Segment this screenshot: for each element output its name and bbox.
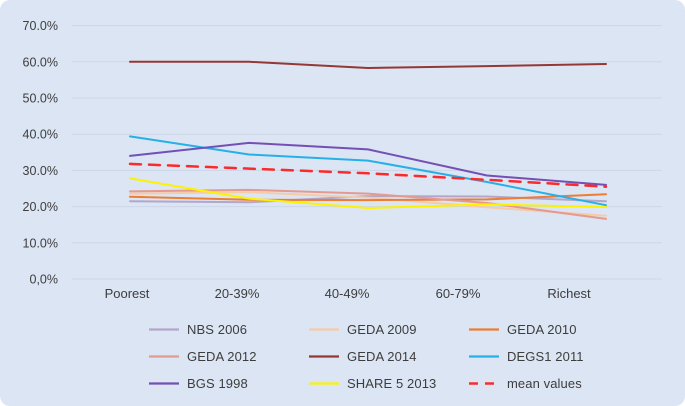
y-tick-label: 60.0%: [23, 55, 58, 69]
legend-label: GEDA 2010: [507, 322, 577, 337]
legend-label: BGS 1998: [187, 376, 248, 391]
plot-area: 70.0% 60.0% 50.0% 40.0% 30.0% 20.0% 10.0% 0,0% P…: [23, 19, 662, 301]
y-tick-label: 0,0%: [30, 273, 59, 287]
legend-label: GEDA 2012: [187, 349, 257, 364]
x-tick-label: 20-39%: [215, 286, 260, 301]
y-tick-label: 30.0%: [23, 164, 58, 178]
legend-label: GEDA 2014: [347, 349, 417, 364]
series-line-share-5-2013: [129, 177, 607, 209]
series-line-mean-values: [128, 162, 608, 188]
series-line-degs1-2011: [129, 135, 607, 207]
y-tick-label: 20.0%: [23, 200, 58, 214]
y-tick-label: 10.0%: [23, 236, 58, 250]
legend-swatch-line-icon: [469, 328, 499, 331]
legend-item: BGS 1998: [148, 370, 308, 397]
y-tick-label: 70.0%: [23, 19, 58, 33]
legend-item: GEDA 2009: [308, 316, 468, 343]
legend-item: NBS 2006: [148, 316, 308, 343]
legend-item: DEGS1 2011: [468, 343, 618, 370]
x-tick-label: Poorest: [105, 286, 150, 301]
legend-label: GEDA 2009: [347, 322, 417, 337]
x-tick-label: 60-79%: [436, 286, 481, 301]
legend-item: SHARE 5 2013: [308, 370, 468, 397]
legend-label: NBS 2006: [187, 322, 248, 337]
series-line-geda-2010: [129, 193, 607, 202]
legend-swatch-line-icon: [309, 328, 339, 331]
legend-swatch-line-icon: [149, 355, 179, 358]
series-line-geda-2014: [129, 60, 607, 69]
legend-label: mean values: [507, 376, 582, 391]
y-tick-label: 50.0%: [23, 92, 58, 106]
chart-legend: NBS 2006 GEDA 2009 GEDA 2010 GEDA 2012 GEDA …: [148, 316, 618, 397]
legend-label: SHARE 5 2013: [347, 376, 437, 391]
series-line-bgs-1998: [129, 141, 607, 186]
legend-label: DEGS1 2011: [507, 349, 584, 364]
legend-item: GEDA 2012: [148, 343, 308, 370]
legend-swatch-line-icon: [149, 382, 179, 385]
legend-swatch-line-icon: [469, 382, 499, 385]
legend-swatch-line-icon: [469, 355, 499, 358]
legend-swatch-line-icon: [149, 328, 179, 331]
x-tick-label: Richest: [547, 286, 591, 301]
x-tick-label: 40-49%: [325, 286, 370, 301]
legend-item: mean values: [468, 370, 618, 397]
legend-item: GEDA 2010: [468, 316, 618, 343]
series-line-geda-2012: [129, 188, 607, 220]
y-tick-label: 40.0%: [23, 128, 58, 142]
legend-swatch-line-icon: [309, 355, 339, 358]
legend-swatch-line-icon: [309, 382, 339, 385]
legend-item: GEDA 2014: [308, 343, 468, 370]
